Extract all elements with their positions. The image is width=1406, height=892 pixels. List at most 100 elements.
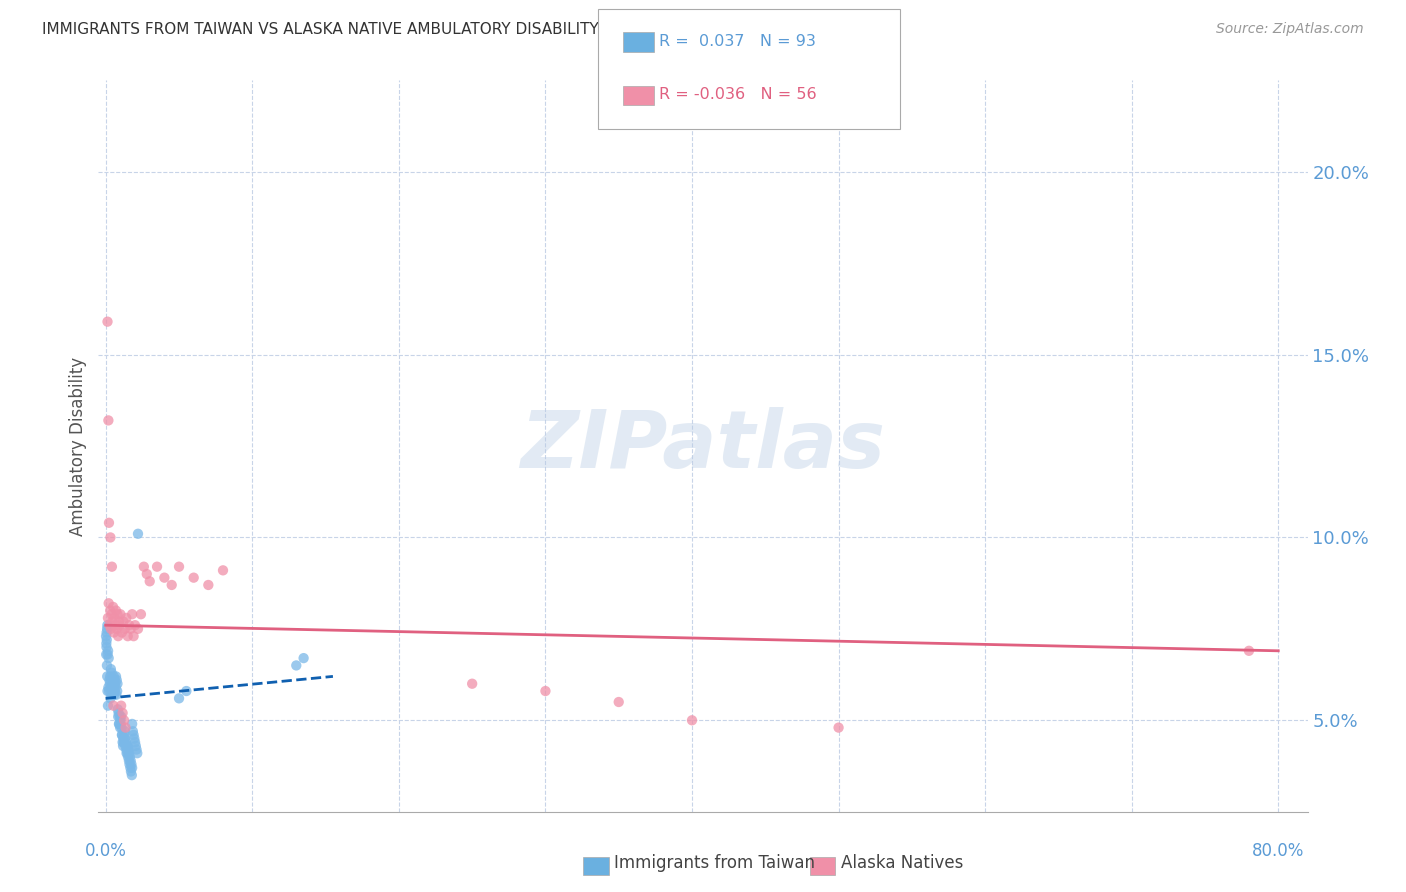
Point (127, 526, 149, 541)
Point (103, 625, 125, 640)
Point (108, 721, 131, 735)
Point (105, 603, 128, 617)
Point (121, 724, 143, 739)
Text: 0.0%: 0.0% (84, 842, 127, 860)
Point (103, 673, 125, 687)
Point (114, 622, 136, 636)
Point (127, 746, 149, 760)
Point (100, 681, 122, 695)
Point (117, 746, 139, 760)
Point (101, 599, 124, 614)
Point (96, 636, 118, 650)
Point (101, 688, 124, 702)
Point (100, 622, 122, 636)
Point (681, 714, 703, 728)
Point (117, 749, 139, 764)
Point (97, 413, 120, 427)
Point (108, 717, 131, 731)
Point (101, 615, 124, 629)
Point (827, 721, 849, 735)
Point (108, 709, 131, 723)
Point (167, 691, 190, 706)
Point (285, 658, 308, 673)
Point (112, 739, 135, 753)
Point (115, 735, 138, 749)
Point (96, 315, 118, 329)
Point (125, 742, 148, 756)
Point (98, 676, 121, 690)
Point (100, 662, 122, 676)
Point (115, 739, 138, 753)
Point (96, 658, 118, 673)
Point (120, 754, 142, 768)
Point (96, 669, 118, 683)
Point (122, 728, 145, 742)
Point (121, 761, 143, 775)
Point (98, 516, 121, 530)
Point (98, 618, 121, 632)
Point (124, 618, 146, 632)
Point (108, 618, 131, 632)
Point (103, 611, 125, 625)
Point (110, 717, 132, 731)
Point (110, 721, 132, 735)
Point (96, 622, 118, 636)
Point (96, 632, 118, 647)
Point (105, 684, 128, 698)
Point (112, 731, 135, 746)
Point (153, 571, 176, 585)
Point (110, 698, 132, 713)
Text: IMMIGRANTS FROM TAIWAN VS ALASKA NATIVE AMBULATORY DISABILITY CORRELATION CHART: IMMIGRANTS FROM TAIWAN VS ALASKA NATIVE … (42, 22, 769, 37)
Point (124, 735, 146, 749)
Point (96, 640, 118, 655)
Point (118, 754, 141, 768)
Point (107, 607, 129, 622)
Point (115, 742, 138, 756)
Point (100, 691, 122, 706)
Point (111, 728, 134, 742)
Point (98, 603, 121, 617)
Point (96, 618, 118, 632)
Point (118, 757, 141, 772)
Point (111, 735, 134, 749)
Point (129, 607, 152, 622)
Point (115, 746, 138, 760)
Point (114, 724, 136, 739)
Point (121, 768, 143, 782)
Point (118, 749, 141, 764)
Point (100, 665, 122, 680)
Point (125, 739, 148, 753)
Point (183, 571, 205, 585)
Point (107, 702, 129, 716)
Point (96, 684, 118, 698)
Point (96, 648, 118, 662)
Point (121, 717, 143, 731)
Point (112, 714, 135, 728)
Point (101, 676, 124, 690)
Point (121, 607, 143, 622)
Y-axis label: Ambulatory Disability: Ambulatory Disability (69, 357, 87, 535)
Point (104, 684, 127, 698)
Point (461, 676, 484, 690)
Point (607, 695, 630, 709)
Point (1237, 644, 1260, 658)
Point (112, 615, 135, 629)
Point (212, 563, 235, 577)
Point (100, 607, 122, 622)
Point (97, 648, 120, 662)
Point (97, 644, 120, 658)
Point (108, 615, 131, 629)
Point (103, 688, 125, 702)
Point (94, 629, 117, 643)
Point (97, 611, 120, 625)
Point (98, 684, 121, 698)
Point (103, 698, 125, 713)
Point (160, 578, 183, 592)
Point (107, 676, 129, 690)
Point (104, 681, 127, 695)
Point (197, 578, 219, 592)
Point (112, 735, 135, 749)
Point (122, 629, 145, 643)
Point (114, 731, 136, 746)
Point (110, 709, 132, 723)
